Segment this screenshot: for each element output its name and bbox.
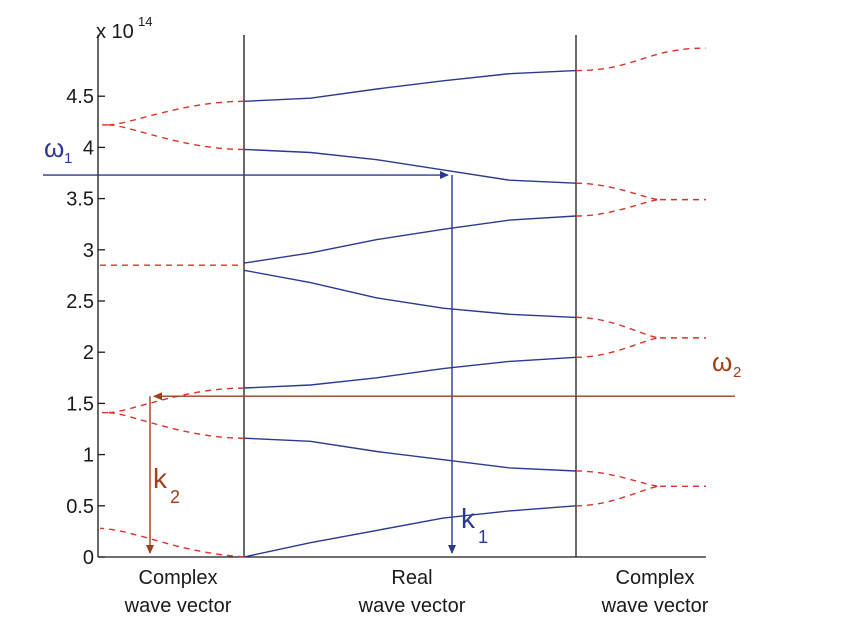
region-middle-line2: wave vector: [358, 595, 466, 617]
omega2-subscript: 2: [733, 364, 741, 381]
region-left-line1: Complex: [139, 567, 218, 589]
k1-label: k 1: [461, 503, 488, 547]
real-band-7: [243, 69, 577, 102]
k2-symbol: k: [153, 463, 168, 494]
y-exponent-label: x 10 14: [96, 14, 152, 43]
y-tick-label: 3.5: [66, 189, 94, 211]
k2-subscript: 2: [170, 487, 180, 507]
region-right-line1: Complex: [616, 567, 695, 589]
y-tick-label: 0.5: [66, 496, 94, 518]
y-exponent-power: 14: [138, 14, 152, 29]
y-tick-label: 4.5: [66, 86, 94, 108]
real-band-5: [243, 215, 577, 264]
complex-band-right-4: [575, 47, 707, 72]
y-tick-label: 3: [83, 240, 94, 262]
y-tick-label: 1.5: [66, 393, 94, 415]
k1-subscript: 1: [478, 527, 488, 547]
complex-band-left-4: [107, 100, 245, 151]
complex-band-right-2: [575, 316, 661, 359]
region-middle-line1: Real: [391, 567, 432, 589]
real-band-6: [243, 148, 577, 184]
omega2-label: ω 2: [712, 347, 741, 381]
k1-symbol: k: [461, 503, 476, 534]
complex-band-right-3: [575, 182, 661, 217]
y-tick-label: 1: [83, 445, 94, 467]
y-tick-label: 4: [83, 137, 94, 159]
k2-label: k 2: [153, 463, 180, 507]
omega2-symbol: ω: [712, 347, 732, 377]
complex-band-left-1: [99, 527, 245, 558]
omega1-symbol: ω: [44, 133, 64, 163]
annotations: [43, 171, 735, 554]
omega1-subscript: 1: [64, 150, 72, 167]
region-labels: Complex wave vector Real wave vector Com…: [124, 567, 709, 617]
complex-band-right-1: [575, 470, 661, 507]
omega1-label: ω 1: [44, 133, 72, 167]
region-left-line2: wave vector: [124, 595, 232, 617]
y-exponent-base: x 10: [96, 21, 134, 43]
y-tick-label: 2: [83, 342, 94, 364]
real-band-1: [243, 505, 577, 558]
region-right-line2: wave vector: [601, 595, 709, 617]
real-band-4: [243, 269, 577, 319]
y-tick-label: 2.5: [66, 291, 94, 313]
complex-bands: [99, 47, 707, 558]
axes: 0 0.5 1 1.5 2 2.5 3 3.5 4 4.5: [66, 35, 706, 569]
y-tick-label: 0: [83, 547, 94, 569]
real-band-2: [243, 437, 577, 472]
real-bands: [243, 69, 577, 558]
real-band-3: [243, 356, 577, 389]
